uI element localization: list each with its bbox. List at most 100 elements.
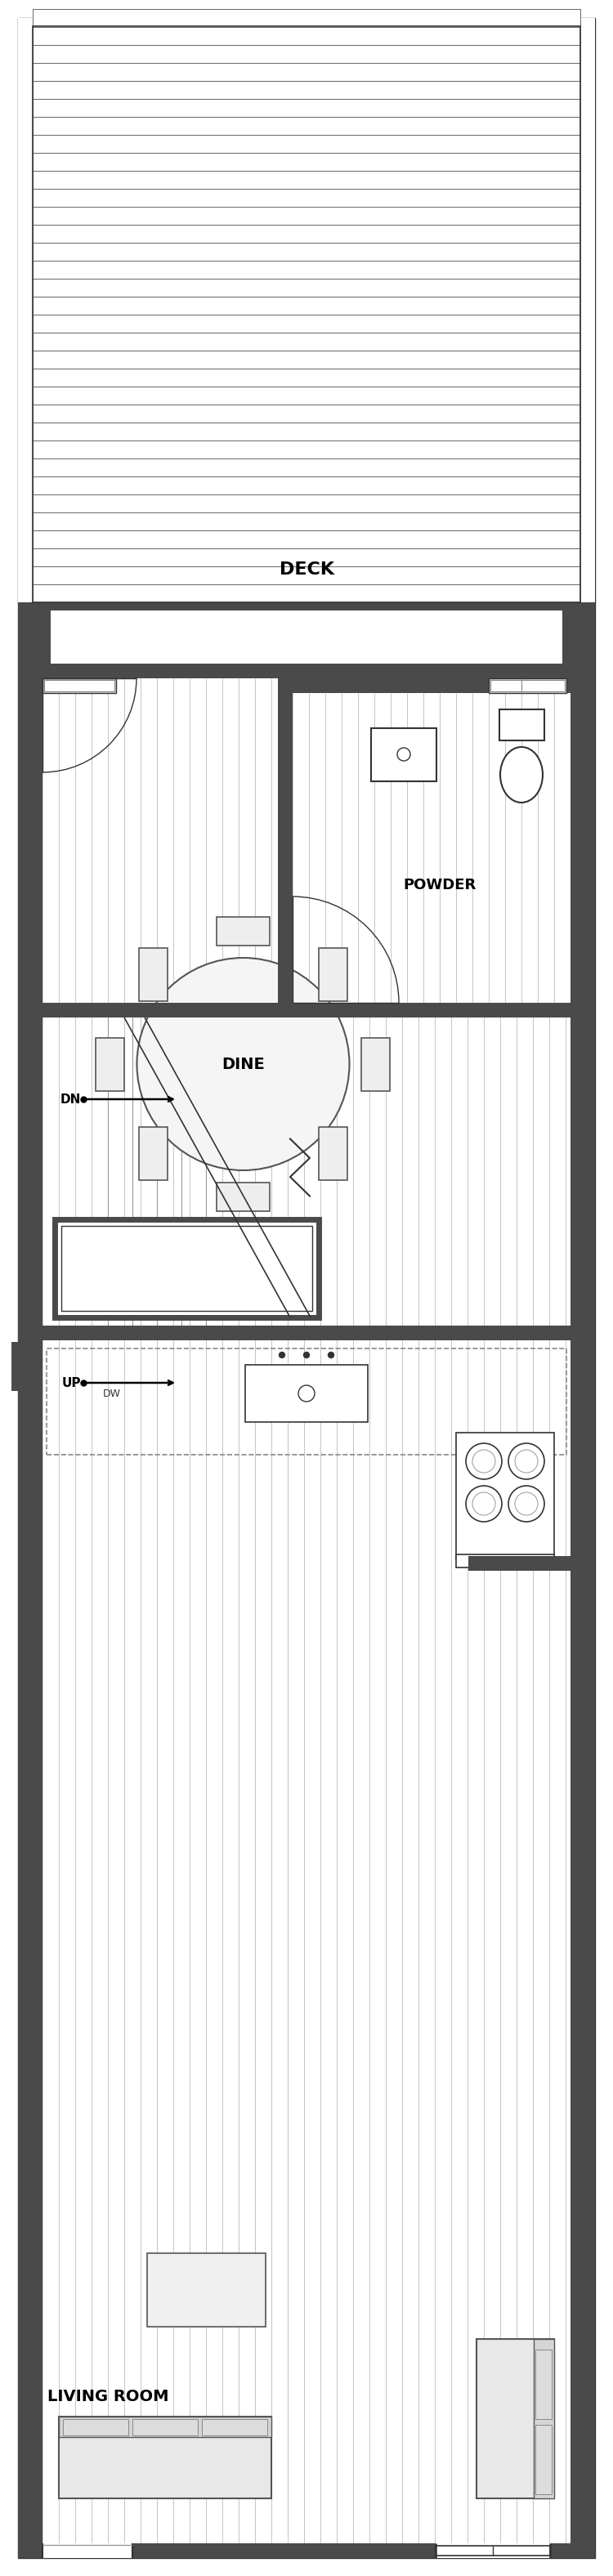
Circle shape (328, 1352, 334, 1358)
Bar (32, 80, 581, 98)
Bar (12, 1342, 18, 1391)
Bar (32, 242, 581, 260)
Bar (42, 665, 571, 677)
Bar (32, 206, 581, 224)
Bar (32, 477, 581, 495)
Bar (32, 531, 581, 549)
Bar (278, 1002, 571, 1018)
Bar (18, 603, 51, 665)
Bar (63, 2419, 128, 2434)
Bar (139, 1128, 168, 1180)
Bar (32, 116, 581, 134)
Text: DW: DW (103, 1388, 121, 1399)
Bar (32, 260, 581, 278)
Text: POWDER: POWDER (403, 878, 476, 891)
Bar (132, 2419, 198, 2434)
Bar (32, 585, 581, 603)
Bar (318, 948, 347, 1002)
Bar (278, 677, 292, 1002)
Bar (32, 422, 581, 440)
Bar (216, 1182, 270, 1211)
Bar (32, 314, 581, 332)
Bar (32, 44, 581, 62)
Bar (202, 2419, 267, 2434)
Bar (44, 680, 115, 690)
Circle shape (279, 1352, 285, 1358)
Bar (32, 386, 581, 404)
Bar (55, 1218, 319, 1316)
Bar (32, 440, 581, 459)
Bar (456, 1553, 554, 1566)
Bar (59, 2416, 272, 2499)
Bar (42, 1327, 278, 1340)
Bar (468, 1556, 585, 1571)
Bar (32, 350, 581, 368)
Bar (47, 1347, 566, 1455)
Bar (489, 677, 566, 693)
Bar (32, 368, 581, 386)
Bar (278, 677, 571, 693)
Text: LIVING ROOM: LIVING ROOM (47, 2388, 169, 2403)
Bar (245, 1365, 368, 1422)
Bar (42, 1327, 571, 1340)
Bar (42, 2543, 132, 2558)
Text: DECK: DECK (279, 562, 334, 577)
Bar (32, 188, 581, 206)
Bar (436, 2543, 550, 2558)
Bar (371, 729, 436, 781)
Bar (32, 404, 581, 422)
Bar (476, 2339, 554, 2499)
Bar (32, 459, 581, 477)
Bar (362, 1038, 390, 1090)
Bar (96, 1038, 124, 1090)
Bar (32, 8, 581, 26)
Text: DN: DN (60, 1092, 81, 1105)
Circle shape (466, 1443, 502, 1479)
Bar (32, 170, 581, 188)
Text: DINE: DINE (221, 1056, 265, 1072)
Bar (292, 693, 571, 1002)
Bar (216, 917, 270, 945)
Bar (490, 680, 565, 690)
Bar (32, 296, 581, 314)
Circle shape (508, 1486, 544, 1522)
Bar (571, 665, 595, 2558)
Bar (32, 152, 581, 170)
Bar (147, 2254, 265, 2326)
Bar (499, 708, 544, 739)
Bar (535, 2349, 552, 2419)
Bar (562, 603, 595, 665)
Bar (32, 332, 581, 350)
Bar (32, 495, 581, 513)
Bar (18, 18, 595, 665)
Bar (535, 2424, 552, 2494)
Bar (32, 513, 581, 531)
Bar (42, 677, 116, 693)
Bar (32, 62, 581, 80)
Bar (534, 2339, 554, 2499)
Bar (139, 948, 168, 1002)
Ellipse shape (500, 747, 543, 804)
Bar (32, 134, 581, 152)
Bar (32, 98, 581, 116)
Circle shape (466, 1486, 502, 1522)
Bar (318, 1128, 347, 1180)
Bar (59, 2416, 272, 2437)
Bar (436, 2545, 550, 2555)
Bar (18, 665, 42, 2558)
Bar (32, 224, 581, 242)
Bar (18, 2543, 595, 2558)
Bar (456, 1432, 554, 1558)
Bar (278, 677, 571, 685)
Bar (32, 26, 581, 603)
Bar (32, 567, 581, 585)
Circle shape (303, 1352, 310, 1358)
Bar (32, 26, 581, 44)
Bar (61, 1226, 312, 1311)
Bar (32, 278, 581, 296)
Bar (32, 549, 581, 567)
Bar (42, 1002, 278, 1018)
Circle shape (508, 1443, 544, 1479)
Bar (51, 603, 562, 611)
Text: UP: UP (62, 1376, 81, 1388)
